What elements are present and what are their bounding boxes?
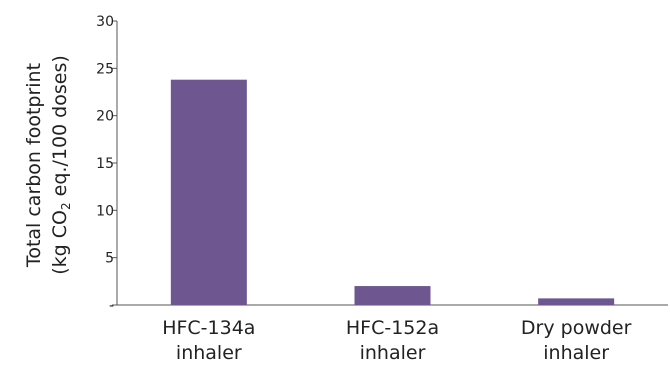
- y-axis-label-line2-sub: 2: [59, 202, 73, 210]
- x-tick-label-line: inhaler: [543, 342, 609, 364]
- y-axis-label-line1: Total carbon footprint: [23, 63, 45, 268]
- y-axis-label: Total carbon footprint (kg CO2 eq./100 d…: [23, 55, 73, 275]
- bar: [170, 79, 247, 306]
- bar: [354, 286, 431, 305]
- y-tick-label: 20: [96, 109, 114, 125]
- y-tick-label: -: [109, 298, 114, 314]
- x-tick-label-line: inhaler: [176, 342, 242, 364]
- bars: [170, 79, 615, 306]
- y-ticks: - 5 10 15 20 25 30: [96, 14, 117, 314]
- y-tick-label: 15: [96, 156, 114, 172]
- x-tick-label: Dry powder inhaler: [521, 317, 632, 364]
- y-tick-label: 25: [96, 61, 114, 77]
- y-axis-label-line2-after: eq./100 doses): [49, 55, 71, 202]
- x-tick-label: HFC-152a inhaler: [346, 317, 439, 364]
- y-axis-label-line2-before: (kg CO: [49, 210, 71, 275]
- x-tick-label-line: inhaler: [360, 342, 426, 364]
- y-axis-label-line2: (kg CO2 eq./100 doses): [49, 55, 73, 275]
- x-tick-label-line: Dry powder: [521, 317, 632, 339]
- y-tick-label: 10: [96, 203, 114, 219]
- y-tick-label: 30: [96, 14, 114, 30]
- x-tick-label: HFC-134a inhaler: [162, 317, 255, 364]
- x-tick-label-line: HFC-152a: [346, 317, 439, 339]
- bar: [538, 298, 615, 305]
- x-tick-label-line: HFC-134a: [162, 317, 255, 339]
- y-tick-label: 5: [105, 251, 114, 267]
